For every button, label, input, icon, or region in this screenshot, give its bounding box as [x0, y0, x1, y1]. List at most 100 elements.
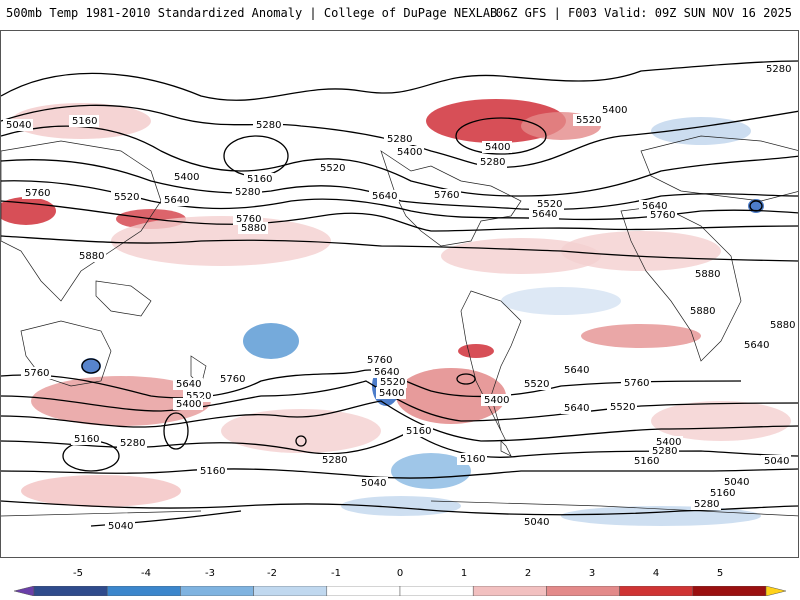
anomaly-shading	[1, 99, 791, 526]
colorbar-tick-label: -5	[73, 568, 83, 579]
colorbar-low-extend	[14, 586, 35, 596]
contour-label-text: 5760	[650, 210, 675, 221]
contour-label: 5160	[69, 115, 99, 127]
contour-label-text: 5520	[537, 199, 562, 210]
contour-label: 5040	[521, 516, 551, 528]
contour-label: 5160	[457, 453, 487, 465]
contour-label: 5640	[529, 208, 559, 220]
anomaly-patch	[561, 231, 721, 271]
contour-label: 5280	[319, 454, 349, 466]
contour-label: 5400	[376, 387, 406, 399]
height-contours	[1, 60, 798, 527]
contour-label-text: 5040	[6, 120, 31, 131]
contour-label-text: 5520	[320, 163, 345, 174]
anomaly-patch	[31, 376, 211, 426]
contour-label-text: 5640	[744, 340, 769, 351]
contour-label-text: 5760	[434, 190, 459, 201]
contour-label-text: 5400	[656, 437, 681, 448]
contour-label-text: 5400	[485, 142, 510, 153]
contour-label: 5400	[481, 394, 511, 406]
contour-label: 5760	[21, 367, 51, 379]
anomaly-patch	[341, 496, 461, 516]
contour-label: 5520	[521, 378, 551, 390]
contour-label-text: 5760	[24, 368, 49, 379]
contour-label: 5520	[317, 162, 347, 174]
model-run-info: 06Z GFS | F003 Valid: 09Z SUN NOV 16 202…	[495, 6, 792, 20]
contour-label-text: 5640	[564, 365, 589, 376]
anomaly-patch	[243, 323, 299, 359]
contour-label: 5520	[607, 401, 637, 413]
contour-label-text: 5640	[532, 209, 557, 220]
contour-label: 5280	[763, 63, 793, 75]
contour-label-text: 5520	[186, 391, 211, 402]
anomaly-patch	[221, 409, 381, 453]
anomaly-patch	[561, 506, 761, 526]
anomaly-colorbar: -5 -4 -3 -2 -1 0 1 2 3 4 5	[14, 568, 786, 598]
contour-label: 5160	[71, 433, 101, 445]
colorbar-segment	[692, 586, 767, 596]
anomaly-patch	[501, 287, 621, 315]
map-panel[interactable]: 5280 5040 5160 5280 5400 5160 5280 5520 …	[0, 30, 799, 558]
contour-label: 5520	[534, 198, 564, 210]
contour-label-text: 5160	[710, 488, 735, 499]
contour-label-text: 5640	[564, 403, 589, 414]
contour-label-text: 5520	[610, 402, 635, 413]
colorbar-segment	[253, 586, 328, 596]
colorbar-segment	[106, 586, 181, 596]
contour-label: 5400	[599, 104, 629, 116]
contour-label-text: 5880	[695, 269, 720, 280]
contour-label-text: 5520	[114, 192, 139, 203]
contour-label-text: 5760	[367, 355, 392, 366]
contour-label: 5760	[621, 377, 651, 389]
contour-label: 5160	[403, 425, 433, 437]
colorbar-segment	[546, 586, 620, 596]
contour-label: 5880	[692, 268, 722, 280]
colorbar-tick-label: 0	[396, 568, 404, 579]
colorbar-strip	[14, 586, 786, 596]
contour-label: 5400	[173, 398, 203, 410]
contour-label-text: 5400	[174, 172, 199, 183]
colorbar-tick-label: 4	[652, 568, 660, 579]
colorbar-tick-label: 3	[588, 568, 596, 579]
contour-label-text: 5280	[322, 455, 347, 466]
contour-label: 5640	[741, 339, 771, 351]
contour-label: 5880	[687, 305, 717, 317]
contour-label-text: 5040	[524, 517, 549, 528]
contour-label: 5280	[649, 445, 679, 457]
contour-label-text: 5520	[524, 379, 549, 390]
contour-label-text: 5880	[690, 306, 715, 317]
contour-label-text: 5160	[72, 116, 97, 127]
contour-label: 5160	[244, 173, 274, 185]
anomaly-patch	[396, 368, 506, 424]
contour-label-text: 5160	[406, 426, 431, 437]
contour-label-text: 5640	[164, 195, 189, 206]
contour-label: 5520	[377, 376, 407, 388]
contour-label: 5760	[647, 209, 677, 221]
colorbar-tick-label: 5	[716, 568, 724, 579]
contour-label-text: 5040	[108, 521, 133, 532]
contour-label-text: 5400	[484, 395, 509, 406]
contour-label: 5160	[707, 487, 737, 499]
contour-label-text: 5280	[766, 64, 791, 75]
contour-label-text: 5040	[764, 456, 789, 467]
colorbar-segment	[399, 586, 474, 596]
contour-labels: 5280 5040 5160 5280 5400 5160 5280 5520 …	[3, 63, 798, 532]
contour-label: 5040	[3, 119, 33, 131]
contour-label-text: 5280	[387, 134, 412, 145]
contour-label: 5760	[22, 187, 52, 199]
contour-label-text: 5040	[361, 478, 386, 489]
anomaly-patch	[581, 324, 701, 348]
colorbar-tick-label: -2	[267, 568, 277, 579]
contour-label-text: 5400	[397, 147, 422, 158]
contour-label-text: 5640	[642, 201, 667, 212]
contour-label-text: 5400	[602, 105, 627, 116]
colorbar-segment	[326, 586, 401, 596]
contour-label: 5040	[761, 455, 791, 467]
contour-label-text: 5160	[460, 454, 485, 465]
contour-label: 5880	[769, 319, 798, 331]
anomaly-patch	[1, 197, 56, 225]
colorbar-tick-label: -1	[331, 568, 341, 579]
contour-label: 5520	[111, 191, 141, 203]
contour-label: 5760	[217, 373, 247, 385]
anomaly-patch	[458, 344, 494, 358]
